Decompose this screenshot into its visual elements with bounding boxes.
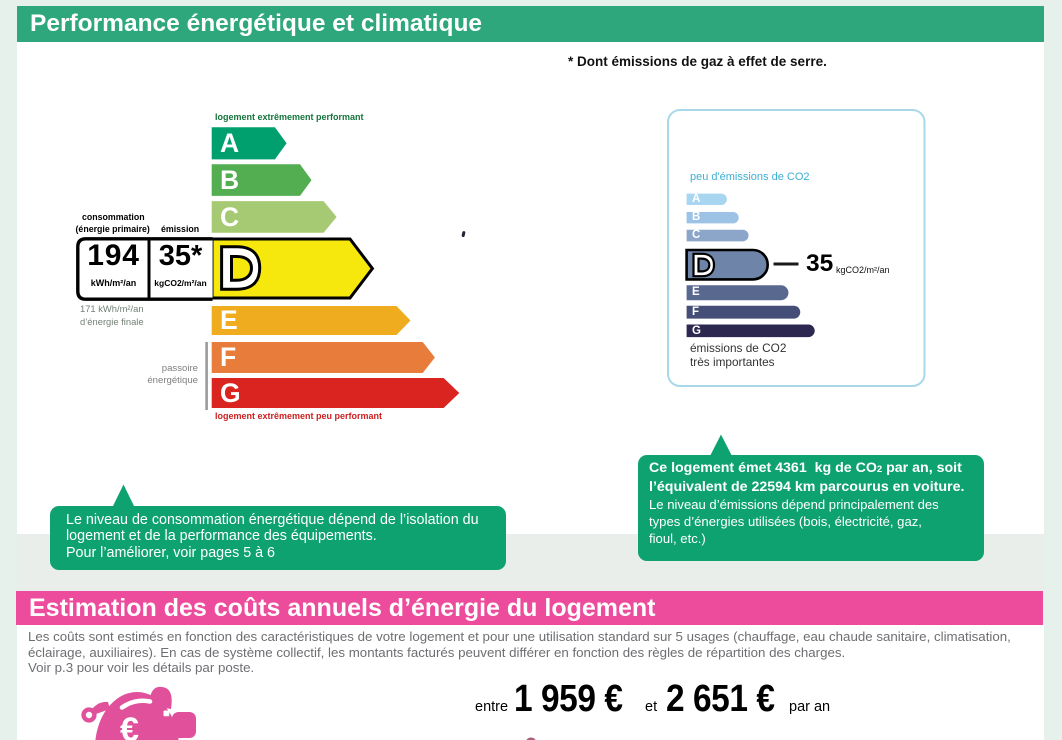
svg-text:€: € bbox=[120, 711, 139, 740]
